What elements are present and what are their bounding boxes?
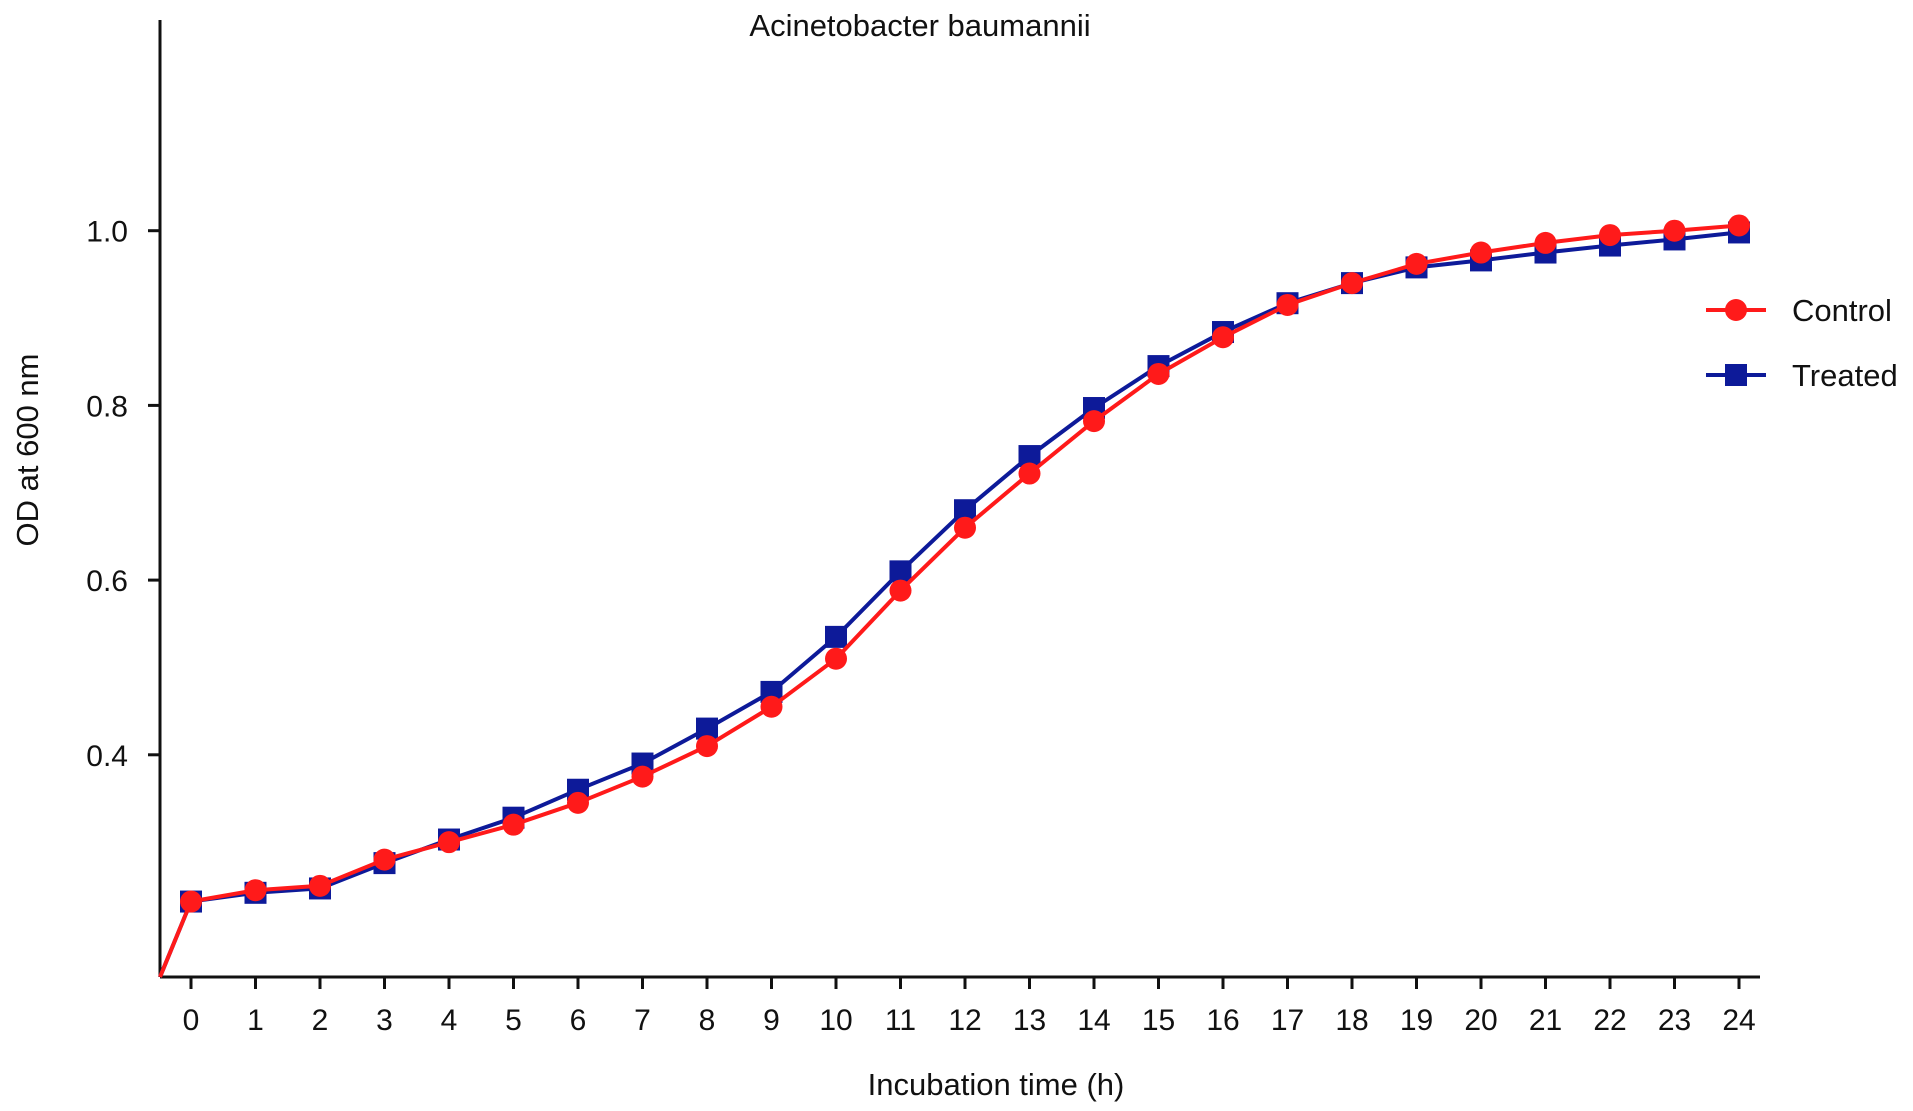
x-tick-label: 14 bbox=[1077, 1004, 1110, 1037]
x-tick-label: 10 bbox=[819, 1004, 852, 1037]
axes bbox=[158, 20, 1760, 979]
x-tick-label: 22 bbox=[1593, 1004, 1626, 1037]
data-point-control bbox=[567, 791, 589, 814]
x-tick-label: 16 bbox=[1206, 1004, 1239, 1037]
data-point-control bbox=[1083, 410, 1105, 433]
x-tick-label: 6 bbox=[570, 1004, 587, 1037]
data-point-treated bbox=[889, 560, 912, 583]
x-tick-label: 9 bbox=[763, 1004, 780, 1037]
data-point-treated bbox=[696, 717, 718, 740]
x-tick-label: 7 bbox=[634, 1004, 651, 1037]
series-control bbox=[158, 214, 1750, 978]
data-point-control bbox=[889, 579, 912, 602]
x-tick-label: 0 bbox=[183, 1004, 200, 1037]
x-tick-label: 15 bbox=[1142, 1004, 1175, 1037]
data-point-treated bbox=[825, 625, 847, 648]
data-point-control bbox=[373, 848, 396, 871]
data-point-control bbox=[1212, 326, 1234, 349]
x-ticks: 0 1 2 3 4 5 6 7 8 9 10 11 12 13 14 15 16 17 18 19 20 21 22 23 24 bbox=[183, 977, 1756, 1037]
x-tick-label: 13 bbox=[1013, 1004, 1046, 1037]
y-tick-label: 1.0 bbox=[86, 216, 128, 249]
legend: Control Treated bbox=[1706, 293, 1898, 393]
data-point-control bbox=[825, 647, 847, 670]
y-tick-label: 0.8 bbox=[86, 390, 128, 423]
data-point-treated bbox=[954, 499, 976, 522]
x-tick-label: 18 bbox=[1335, 1004, 1368, 1037]
y-axis-label: OD at 600 nm bbox=[10, 354, 45, 547]
legend-label: Control bbox=[1792, 293, 1892, 328]
x-tick-label: 8 bbox=[699, 1004, 716, 1037]
y-tick-label: 0.6 bbox=[86, 565, 128, 598]
data-point-control bbox=[1276, 293, 1299, 316]
x-tick-label: 1 bbox=[247, 1004, 264, 1037]
chart-title: Acinetobacter baumannii bbox=[749, 8, 1090, 43]
x-tick-label: 12 bbox=[948, 1004, 981, 1037]
x-tick-label: 20 bbox=[1464, 1004, 1497, 1037]
y-ticks: 0.4 0.6 0.8 1.0 bbox=[86, 216, 160, 773]
data-point-control bbox=[631, 765, 654, 788]
data-point-control bbox=[760, 695, 783, 718]
data-point-control bbox=[438, 831, 460, 854]
data-point-control bbox=[954, 516, 976, 539]
series-layer bbox=[158, 214, 1750, 978]
y-tick-label: 0.4 bbox=[86, 740, 128, 773]
data-point-control bbox=[1663, 219, 1686, 242]
legend-marker-circle bbox=[1725, 299, 1747, 321]
data-point-treated bbox=[1018, 445, 1041, 468]
data-point-control bbox=[244, 879, 267, 902]
series-treated bbox=[158, 221, 1750, 978]
data-point-control bbox=[1534, 231, 1557, 254]
data-point-control bbox=[1728, 214, 1750, 237]
data-point-control bbox=[502, 813, 525, 836]
x-tick-label: 3 bbox=[376, 1004, 393, 1037]
x-tick-label: 2 bbox=[312, 1004, 329, 1037]
legend-marker-square bbox=[1725, 364, 1747, 386]
series-line-treated bbox=[158, 230, 1740, 978]
x-tick-label: 21 bbox=[1529, 1004, 1562, 1037]
x-tick-label: 5 bbox=[505, 1004, 522, 1037]
data-point-control bbox=[309, 874, 331, 897]
x-tick-label: 17 bbox=[1271, 1004, 1304, 1037]
data-point-control bbox=[1599, 224, 1621, 247]
data-point-control bbox=[1405, 252, 1428, 275]
x-tick-label: 24 bbox=[1722, 1004, 1755, 1037]
legend-item-control: Control bbox=[1706, 293, 1892, 328]
legend-label: Treated bbox=[1792, 358, 1898, 393]
data-point-control bbox=[180, 890, 202, 913]
x-tick-label: 19 bbox=[1400, 1004, 1433, 1037]
data-point-control bbox=[1147, 362, 1170, 385]
legend-item-treated: Treated bbox=[1706, 358, 1898, 393]
x-axis-label: Incubation time (h) bbox=[868, 1067, 1125, 1102]
data-point-control bbox=[1341, 272, 1363, 295]
x-tick-label: 11 bbox=[885, 1004, 916, 1037]
data-point-control bbox=[696, 735, 718, 758]
data-point-control bbox=[1018, 462, 1041, 485]
x-tick-label: 23 bbox=[1658, 1004, 1691, 1037]
data-point-control bbox=[1470, 241, 1492, 264]
x-tick-label: 4 bbox=[441, 1004, 458, 1037]
series-line-control bbox=[158, 223, 1740, 978]
